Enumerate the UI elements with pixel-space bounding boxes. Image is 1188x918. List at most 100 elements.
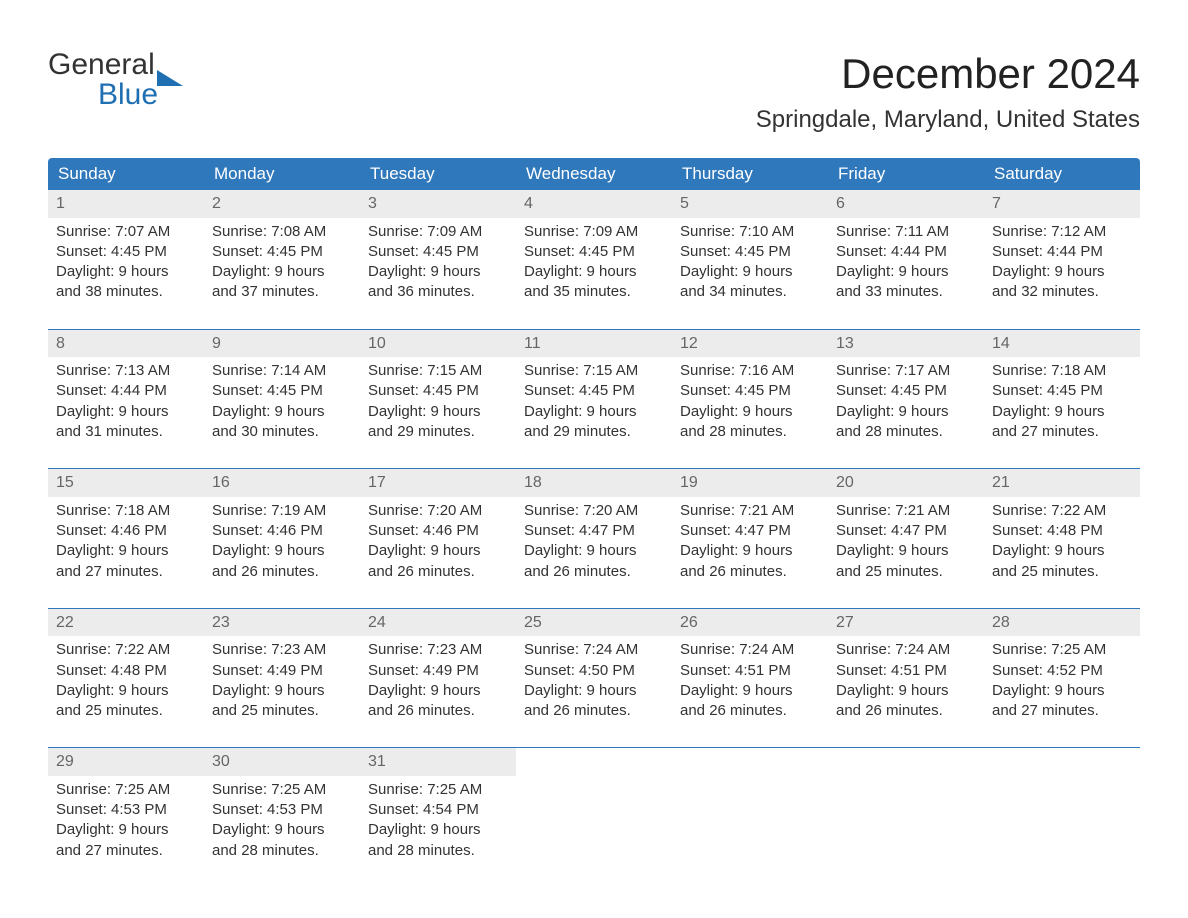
daylight-line-1: Daylight: 9 hours <box>212 541 352 561</box>
day-number: 21 <box>984 469 1140 497</box>
daylight-line-1: Daylight: 9 hours <box>836 681 976 701</box>
sunset-line: Sunset: 4:45 PM <box>524 242 664 262</box>
daylight-line-2: and 27 minutes. <box>992 422 1132 442</box>
sunrise-line: Sunrise: 7:22 AM <box>992 501 1132 521</box>
sunrise-line: Sunrise: 7:08 AM <box>212 222 352 242</box>
daylight-line-2: and 27 minutes. <box>56 841 196 861</box>
cell-content: Sunrise: 7:09 AMSunset: 4:45 PMDaylight:… <box>360 222 516 303</box>
daylight-line-2: and 26 minutes. <box>680 562 820 582</box>
logo-flag-icon <box>157 62 183 80</box>
sunrise-line: Sunrise: 7:19 AM <box>212 501 352 521</box>
sunset-line: Sunset: 4:45 PM <box>680 381 820 401</box>
sunset-line: Sunset: 4:44 PM <box>56 381 196 401</box>
daylight-line-1: Daylight: 9 hours <box>524 402 664 422</box>
day-number: 13 <box>828 330 984 358</box>
cell-content: Sunrise: 7:15 AMSunset: 4:45 PMDaylight:… <box>360 361 516 442</box>
daylight-line-2: and 31 minutes. <box>56 422 196 442</box>
week-row: 29Sunrise: 7:25 AMSunset: 4:53 PMDayligh… <box>48 747 1140 873</box>
calendar-cell-empty <box>672 748 828 873</box>
day-number: 5 <box>672 190 828 218</box>
sunset-line: Sunset: 4:53 PM <box>212 800 352 820</box>
sunset-line: Sunset: 4:45 PM <box>56 242 196 262</box>
logo-text-blue: Blue <box>48 80 183 110</box>
day-number: 22 <box>48 609 204 637</box>
sunset-line: Sunset: 4:45 PM <box>212 242 352 262</box>
sunset-line: Sunset: 4:54 PM <box>368 800 508 820</box>
day-header-thursday: Thursday <box>672 158 828 190</box>
cell-content: Sunrise: 7:13 AMSunset: 4:44 PMDaylight:… <box>48 361 204 442</box>
sunset-line: Sunset: 4:45 PM <box>368 381 508 401</box>
sunset-line: Sunset: 4:44 PM <box>992 242 1132 262</box>
daylight-line-2: and 26 minutes. <box>524 562 664 582</box>
daylight-line-1: Daylight: 9 hours <box>524 681 664 701</box>
calendar-cell: 28Sunrise: 7:25 AMSunset: 4:52 PMDayligh… <box>984 609 1140 734</box>
cell-content: Sunrise: 7:14 AMSunset: 4:45 PMDaylight:… <box>204 361 360 442</box>
calendar-cell: 6Sunrise: 7:11 AMSunset: 4:44 PMDaylight… <box>828 190 984 315</box>
sunset-line: Sunset: 4:46 PM <box>212 521 352 541</box>
daylight-line-2: and 28 minutes. <box>212 841 352 861</box>
day-number: 12 <box>672 330 828 358</box>
week-row: 15Sunrise: 7:18 AMSunset: 4:46 PMDayligh… <box>48 468 1140 594</box>
week-row: 22Sunrise: 7:22 AMSunset: 4:48 PMDayligh… <box>48 608 1140 734</box>
calendar-cell: 18Sunrise: 7:20 AMSunset: 4:47 PMDayligh… <box>516 469 672 594</box>
header: General Blue December 2024 Springdale, M… <box>48 50 1140 134</box>
sunrise-line: Sunrise: 7:21 AM <box>836 501 976 521</box>
daylight-line-1: Daylight: 9 hours <box>212 402 352 422</box>
day-number: 3 <box>360 190 516 218</box>
cell-content: Sunrise: 7:20 AMSunset: 4:46 PMDaylight:… <box>360 501 516 582</box>
sunrise-line: Sunrise: 7:10 AM <box>680 222 820 242</box>
sunset-line: Sunset: 4:48 PM <box>992 521 1132 541</box>
day-number: 17 <box>360 469 516 497</box>
sunset-line: Sunset: 4:53 PM <box>56 800 196 820</box>
sunrise-line: Sunrise: 7:25 AM <box>992 640 1132 660</box>
cell-content: Sunrise: 7:18 AMSunset: 4:45 PMDaylight:… <box>984 361 1140 442</box>
calendar-cell: 5Sunrise: 7:10 AMSunset: 4:45 PMDaylight… <box>672 190 828 315</box>
cell-content: Sunrise: 7:20 AMSunset: 4:47 PMDaylight:… <box>516 501 672 582</box>
cell-content: Sunrise: 7:23 AMSunset: 4:49 PMDaylight:… <box>204 640 360 721</box>
day-header-saturday: Saturday <box>984 158 1140 190</box>
sunset-line: Sunset: 4:50 PM <box>524 661 664 681</box>
calendar-cell: 4Sunrise: 7:09 AMSunset: 4:45 PMDaylight… <box>516 190 672 315</box>
day-number: 24 <box>360 609 516 637</box>
cell-content: Sunrise: 7:21 AMSunset: 4:47 PMDaylight:… <box>828 501 984 582</box>
cell-content: Sunrise: 7:08 AMSunset: 4:45 PMDaylight:… <box>204 222 360 303</box>
calendar-cell: 25Sunrise: 7:24 AMSunset: 4:50 PMDayligh… <box>516 609 672 734</box>
day-number: 27 <box>828 609 984 637</box>
day-header-row: Sunday Monday Tuesday Wednesday Thursday… <box>48 158 1140 190</box>
sunset-line: Sunset: 4:45 PM <box>368 242 508 262</box>
day-number: 28 <box>984 609 1140 637</box>
cell-content: Sunrise: 7:25 AMSunset: 4:53 PMDaylight:… <box>48 780 204 861</box>
sunrise-line: Sunrise: 7:18 AM <box>56 501 196 521</box>
daylight-line-1: Daylight: 9 hours <box>368 820 508 840</box>
day-number: 8 <box>48 330 204 358</box>
day-number: 20 <box>828 469 984 497</box>
week-row: 1Sunrise: 7:07 AMSunset: 4:45 PMDaylight… <box>48 190 1140 315</box>
sunset-line: Sunset: 4:48 PM <box>56 661 196 681</box>
cell-content: Sunrise: 7:15 AMSunset: 4:45 PMDaylight:… <box>516 361 672 442</box>
sunset-line: Sunset: 4:45 PM <box>212 381 352 401</box>
cell-content: Sunrise: 7:24 AMSunset: 4:51 PMDaylight:… <box>828 640 984 721</box>
cell-content: Sunrise: 7:19 AMSunset: 4:46 PMDaylight:… <box>204 501 360 582</box>
sunrise-line: Sunrise: 7:23 AM <box>368 640 508 660</box>
daylight-line-2: and 25 minutes. <box>992 562 1132 582</box>
calendar-cell: 22Sunrise: 7:22 AMSunset: 4:48 PMDayligh… <box>48 609 204 734</box>
daylight-line-2: and 27 minutes. <box>992 701 1132 721</box>
calendar-cell-empty <box>828 748 984 873</box>
day-number: 19 <box>672 469 828 497</box>
sunset-line: Sunset: 4:44 PM <box>836 242 976 262</box>
calendar-cell: 3 Sunrise: 7:09 AMSunset: 4:45 PMDaylight… <box>360 190 516 315</box>
daylight-line-1: Daylight: 9 hours <box>680 402 820 422</box>
daylight-line-1: Daylight: 9 hours <box>836 402 976 422</box>
calendar-cell: 1Sunrise: 7:07 AMSunset: 4:45 PMDaylight… <box>48 190 204 315</box>
sunset-line: Sunset: 4:47 PM <box>836 521 976 541</box>
week-row: 8 Sunrise: 7:13 AMSunset: 4:44 PMDaylight… <box>48 329 1140 455</box>
calendar-cell: 11Sunrise: 7:15 AMSunset: 4:45 PMDayligh… <box>516 330 672 455</box>
daylight-line-1: Daylight: 9 hours <box>836 262 976 282</box>
daylight-line-2: and 26 minutes. <box>836 701 976 721</box>
sunset-line: Sunset: 4:47 PM <box>524 521 664 541</box>
calendar-cell: 31Sunrise: 7:25 AMSunset: 4:54 PMDayligh… <box>360 748 516 873</box>
daylight-line-1: Daylight: 9 hours <box>680 262 820 282</box>
daylight-line-2: and 26 minutes. <box>524 701 664 721</box>
daylight-line-2: and 26 minutes. <box>368 701 508 721</box>
weeks-container: 1Sunrise: 7:07 AMSunset: 4:45 PMDaylight… <box>48 190 1140 873</box>
